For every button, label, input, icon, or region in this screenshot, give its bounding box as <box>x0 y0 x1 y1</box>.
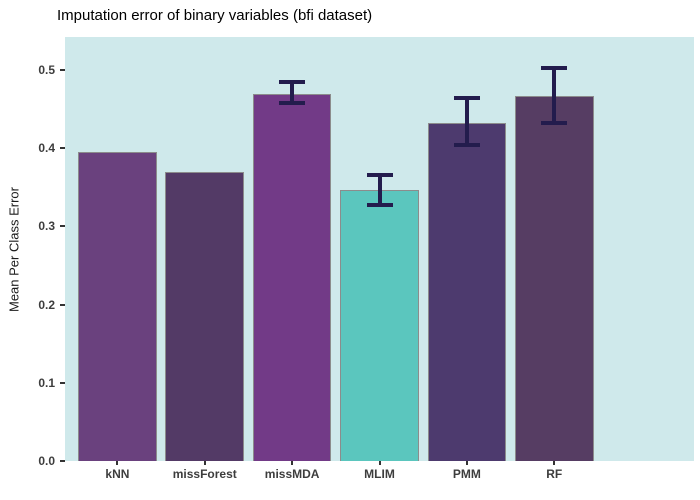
error-bar-cap-bottom <box>453 142 480 147</box>
y-tick-mark <box>60 303 65 306</box>
y-tick-mark <box>60 147 65 150</box>
x-tick-label: missForest <box>172 467 237 481</box>
error-bar-cap-top <box>453 96 480 101</box>
error-bar-cap-bottom <box>279 101 306 106</box>
error-bar-line <box>290 81 295 104</box>
error-bar-cap-top <box>541 66 568 71</box>
error-bar-line <box>464 98 469 145</box>
x-tick-label: PMM <box>452 467 481 481</box>
x-tick-mark <box>465 461 468 465</box>
x-tick-mark <box>553 461 556 465</box>
x-tick-mark <box>116 461 119 465</box>
y-tick-label: 0.4 <box>38 141 55 156</box>
y-tick-label: 0.0 <box>38 454 55 468</box>
x-tick-mark <box>291 461 294 465</box>
error-bar-cap-top <box>279 79 306 84</box>
x-tick-label: RF <box>546 467 563 481</box>
bar-missMDA <box>252 94 332 461</box>
y-tick-mark <box>60 381 65 384</box>
error-bar-cap-bottom <box>541 121 568 126</box>
y-axis-title: Mean Per Class Error <box>6 187 22 312</box>
bar-PMM <box>427 123 507 461</box>
error-bar-cap-bottom <box>366 203 393 208</box>
y-tick-label: 0.5 <box>38 62 55 77</box>
bar-missForest <box>165 171 245 461</box>
chart-title: Imputation error of binary variables (bf… <box>57 7 373 24</box>
x-tick-label: kNN <box>105 467 130 481</box>
y-tick-label: 0.1 <box>38 375 55 390</box>
y-tick-mark <box>60 225 65 228</box>
error-bar-line <box>377 174 382 206</box>
y-tick-mark <box>60 68 65 71</box>
bar-RF <box>514 96 594 461</box>
x-tick-mark <box>378 461 381 465</box>
y-tick-label: 0.2 <box>38 297 55 312</box>
x-tick-mark <box>203 461 206 465</box>
error-bar-line <box>552 68 557 124</box>
y-tick-mark <box>60 460 65 462</box>
x-tick-label: MLIM <box>364 467 395 481</box>
x-tick-label: missMDA <box>264 467 320 481</box>
y-tick-label: 0.3 <box>38 219 55 234</box>
error-bar-cap-top <box>366 172 393 177</box>
bar-MLIM <box>340 189 419 461</box>
bar-kNN <box>78 151 157 461</box>
